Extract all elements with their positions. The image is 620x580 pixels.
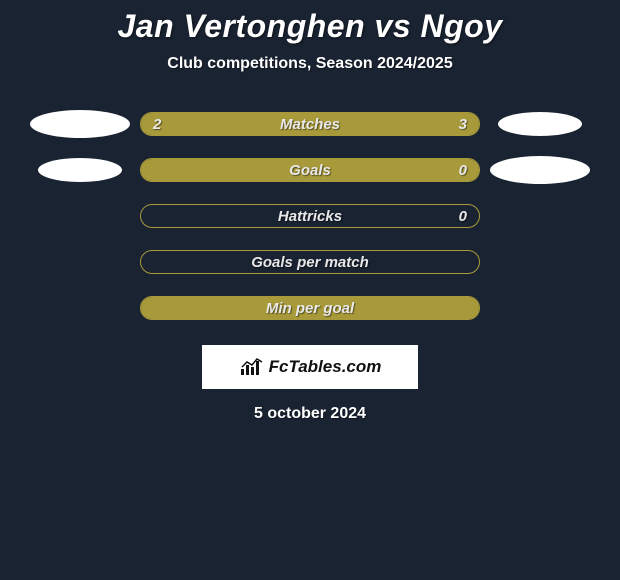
brand-text: FcTables.com (269, 357, 382, 377)
comparison-row: Min per goal (0, 285, 620, 331)
ellipse-icon (30, 110, 130, 138)
page-title: Jan Vertonghen vs Ngoy (0, 8, 620, 45)
comparison-row: Goals per match (0, 239, 620, 285)
brand-logo-box: FcTables.com (202, 345, 418, 389)
chart-icon (239, 357, 265, 377)
stat-bar: Hattricks0 (140, 204, 480, 228)
stat-label: Min per goal (141, 297, 479, 319)
stat-left-value: 2 (153, 113, 161, 135)
brand-logo: FcTables.com (239, 357, 382, 377)
stat-bar: Goals0 (140, 158, 480, 182)
comparison-row: Matches2 3 (0, 101, 620, 147)
left-ellipse-slot (20, 158, 140, 182)
right-ellipse-slot (480, 112, 600, 136)
subtitle: Club competitions, Season 2024/2025 (0, 55, 620, 73)
right-ellipse-slot (480, 156, 600, 184)
date-text: 5 october 2024 (0, 405, 620, 423)
stat-bar: Min per goal (140, 296, 480, 320)
stat-label: Goals per match (141, 251, 479, 273)
stat-right-value: 0 (459, 159, 467, 181)
ellipse-icon (490, 156, 590, 184)
stat-bar: Matches2 3 (140, 112, 480, 136)
stat-right-value: 0 (459, 205, 467, 227)
ellipse-icon (498, 112, 582, 136)
comparison-row: Goals0 (0, 147, 620, 193)
comparison-rows: Matches23Goals0Hattricks0Goals per match… (0, 101, 620, 331)
stat-label: Matches (141, 113, 479, 135)
stat-right-value: 3 (459, 113, 467, 135)
stat-bar: Goals per match (140, 250, 480, 274)
stat-label: Hattricks (141, 205, 479, 227)
chart-container: Jan Vertonghen vs Ngoy Club competitions… (0, 0, 620, 423)
comparison-row: Hattricks0 (0, 193, 620, 239)
left-ellipse-slot (20, 110, 140, 138)
stat-label: Goals (141, 159, 479, 181)
ellipse-icon (38, 158, 122, 182)
